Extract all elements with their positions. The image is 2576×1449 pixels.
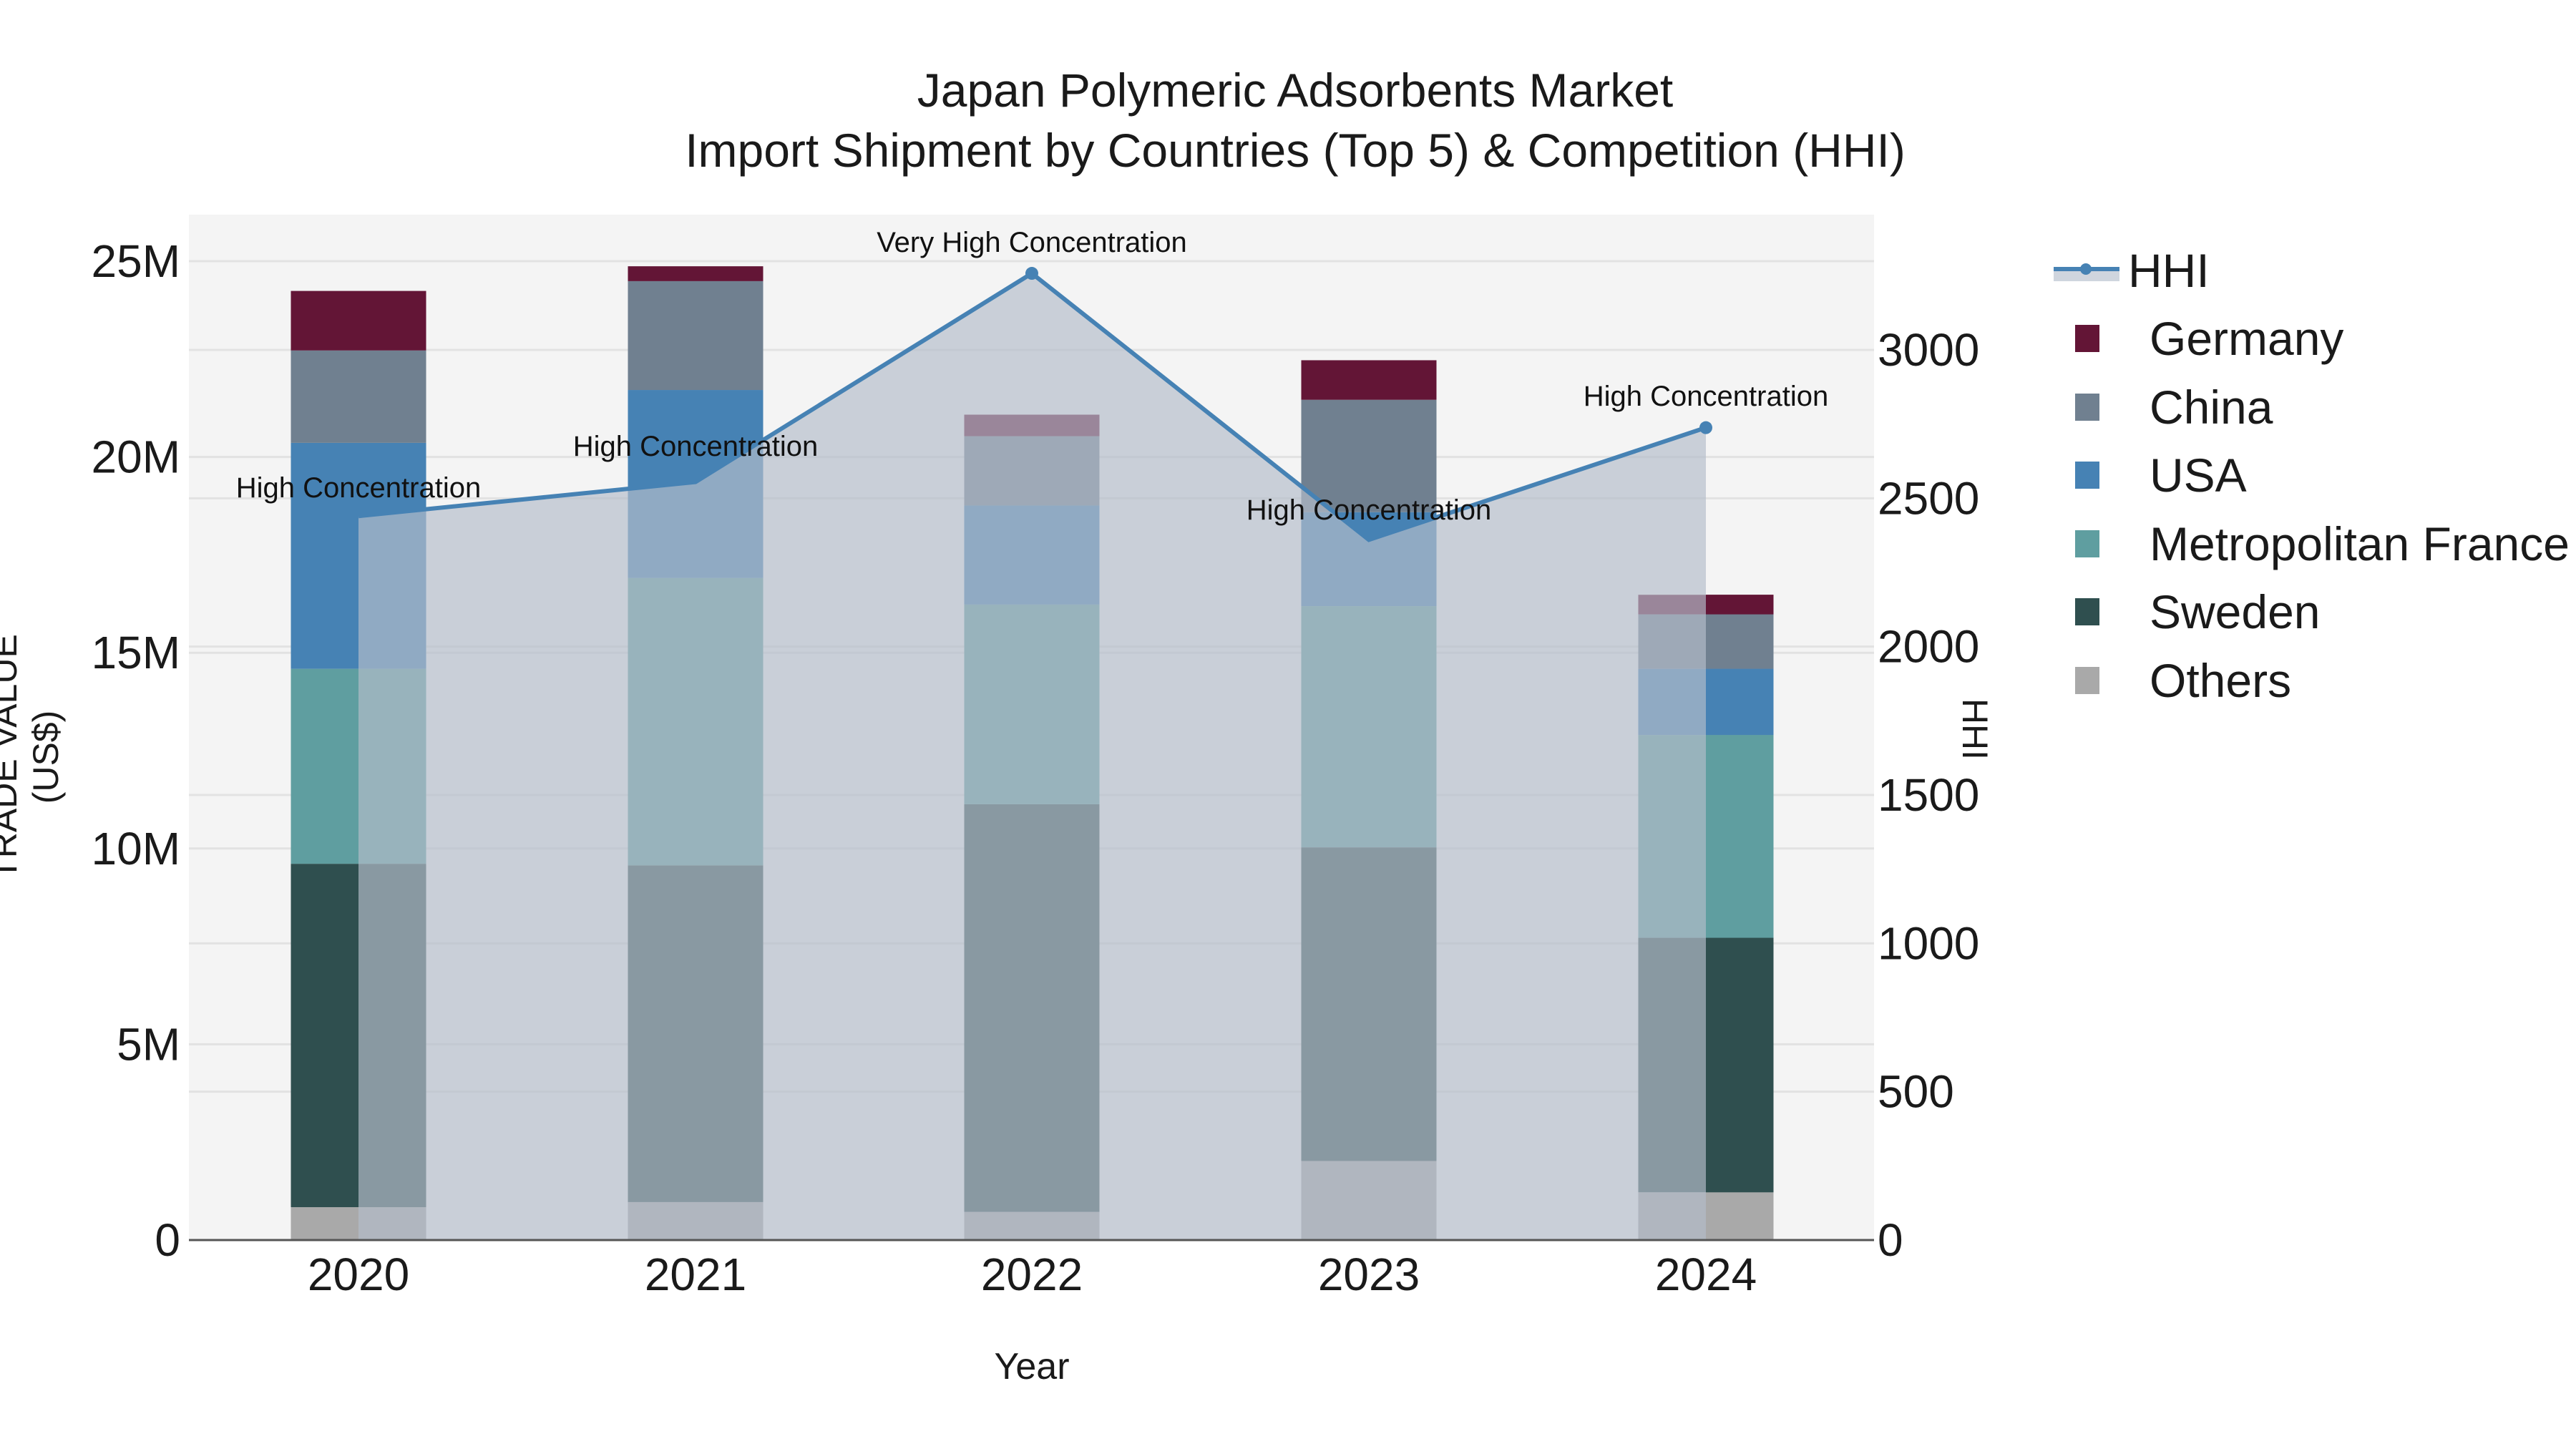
svg-text:2000: 2000 [1878, 621, 1979, 673]
svg-text:5M: 5M [117, 1018, 180, 1070]
bar-segment [291, 291, 426, 351]
legend-label: Others [2150, 653, 2292, 707]
svg-text:High Concentration: High Concentration [1246, 494, 1491, 526]
bar-segment [628, 266, 763, 281]
svg-text:3000: 3000 [1878, 324, 1979, 376]
line-marker-icon [2054, 260, 2119, 281]
svg-text:2024: 2024 [1655, 1249, 1757, 1300]
chart-title-line1: Japan Polymeric Adsorbents Market [917, 64, 1674, 117]
legend-label: Metropolitan France [2150, 517, 2570, 570]
y-axis-right-title: HHI [1955, 698, 1995, 761]
svg-text:1500: 1500 [1878, 769, 1979, 821]
swatch-icon [2075, 530, 2099, 557]
legend-label: China [2150, 380, 2273, 434]
bar-segment [1301, 360, 1437, 400]
y-axis-left-ticks: 0 5M 10M 15M 20M 25M [92, 235, 181, 1266]
legend-item-metropolitan-france[interactable]: Metropolitan France [2054, 509, 2570, 578]
svg-text:High Concentration: High Concentration [236, 472, 481, 504]
svg-text:2023: 2023 [1318, 1249, 1420, 1300]
swatch-icon [2075, 462, 2099, 489]
legend-item-usa[interactable]: USA [2054, 441, 2570, 510]
svg-text:0: 0 [155, 1214, 180, 1266]
swatch-icon [2075, 325, 2099, 353]
svg-text:High Concentration: High Concentration [573, 431, 818, 462]
svg-text:1000: 1000 [1878, 917, 1979, 969]
legend-label: Sweden [2150, 585, 2321, 639]
y-axis-right-ticks: 0 500 1000 1500 2000 2500 3000 [1878, 324, 1979, 1266]
hhi-line [358, 267, 1712, 542]
svg-text:500: 500 [1878, 1066, 1954, 1118]
hhi-annotations: High Concentration High Concentration Very… [236, 227, 1828, 526]
legend: HHI Germany China USA Metropolitan Franc… [2054, 236, 2570, 715]
svg-text:2500: 2500 [1878, 472, 1979, 524]
svg-text:10M: 10M [92, 823, 181, 874]
legend-label: USA [2150, 449, 2247, 502]
legend-label: HHI [2128, 243, 2210, 297]
legend-item-germany[interactable]: Germany [2054, 305, 2570, 374]
svg-text:2022: 2022 [981, 1249, 1083, 1300]
swatch-icon [2075, 598, 2099, 626]
x-axis-ticks: 2020 2021 2022 2023 2024 [308, 1249, 1757, 1300]
bar-segment [291, 350, 426, 443]
bar-segment [628, 280, 763, 391]
svg-text:High Concentration: High Concentration [1584, 381, 1828, 412]
bar-segment [1301, 399, 1437, 512]
legend-item-china[interactable]: China [2054, 373, 2570, 441]
y-axis-left-title: TRADE VALUE (US$) [0, 634, 66, 880]
swatch-icon [2075, 666, 2099, 694]
svg-text:2020: 2020 [308, 1249, 409, 1300]
legend-item-sweden[interactable]: Sweden [2054, 578, 2570, 647]
svg-text:Very High Concentration: Very High Concentration [877, 227, 1187, 258]
svg-text:0: 0 [1878, 1214, 1903, 1266]
svg-text:2021: 2021 [645, 1249, 746, 1300]
chart-title-line2: Import Shipment by Countries (Top 5) & C… [685, 124, 1906, 177]
hhi-area [358, 273, 1706, 1240]
legend-item-others[interactable]: Others [2054, 646, 2570, 715]
svg-text:25M: 25M [92, 235, 181, 287]
legend-label: Germany [2150, 312, 2344, 366]
x-axis-title: Year [994, 1346, 1070, 1387]
svg-text:20M: 20M [92, 431, 181, 483]
stacked-bars-overlay [1706, 595, 1774, 1240]
svg-text:15M: 15M [92, 627, 181, 678]
legend-item-hhi[interactable]: HHI [2054, 236, 2570, 305]
swatch-icon [2075, 393, 2099, 421]
